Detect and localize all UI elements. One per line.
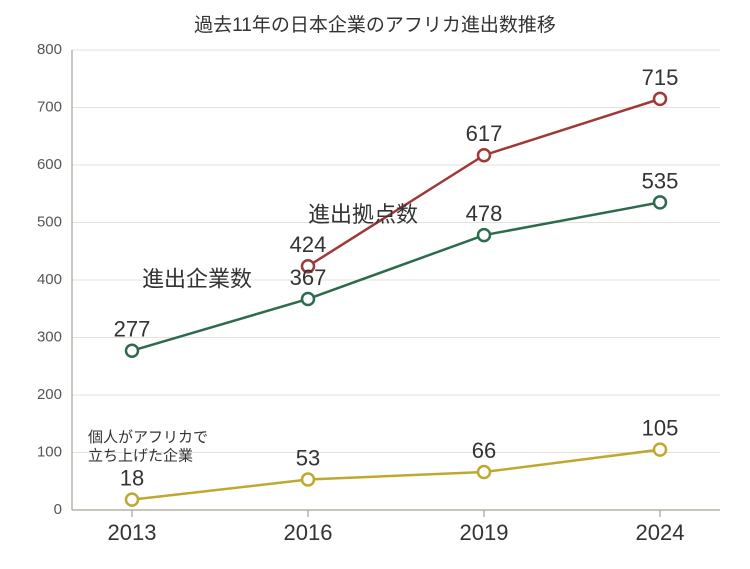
- value-label-individual: 105: [642, 416, 679, 441]
- marker-bases: [478, 149, 490, 161]
- y-axis-label: 800: [37, 41, 62, 58]
- y-axis-label: 100: [37, 443, 62, 460]
- y-axis-label: 200: [37, 386, 62, 403]
- value-label-individual: 53: [296, 446, 320, 471]
- value-label-bases: 424: [290, 232, 327, 257]
- marker-companies: [126, 345, 138, 357]
- series-label-individual: 立ち上げた企業: [88, 447, 193, 465]
- line-chart: 0 100 200 300 400 500 600 700 800 2013 2016 2019 202…: [0, 0, 750, 569]
- chart-container: 過去11年の日本企業のアフリカ進出数推移 0100200300400500600…: [0, 0, 750, 569]
- y-axis-label: 0: [54, 501, 62, 518]
- y-axis-label: 300: [37, 328, 62, 345]
- x-axis-label: 2024: [636, 520, 685, 545]
- marker-companies: [478, 229, 490, 241]
- marker-bases: [654, 93, 666, 105]
- marker-individual: [478, 466, 490, 478]
- series-label-companies: 進出企業数: [142, 267, 252, 292]
- value-label-companies: 367: [290, 265, 327, 290]
- x-axis-label: 2013: [108, 520, 157, 545]
- series-line-individual: [132, 450, 660, 500]
- series-label-bases: 進出拠点数: [308, 202, 418, 227]
- x-axis-label: 2019: [460, 520, 509, 545]
- y-axis-label: 600: [37, 156, 62, 173]
- value-label-bases: 617: [466, 121, 503, 146]
- value-label-companies: 535: [642, 168, 679, 193]
- value-label-companies: 478: [466, 201, 503, 226]
- marker-individual: [302, 474, 314, 486]
- marker-companies: [654, 196, 666, 208]
- value-label-companies: 277: [114, 317, 151, 342]
- series-label-individual: 個人がアフリカで: [88, 429, 208, 446]
- marker-companies: [302, 293, 314, 305]
- marker-individual: [654, 444, 666, 456]
- y-axis-label: 500: [37, 213, 62, 230]
- value-label-individual: 66: [472, 438, 496, 463]
- y-axis-label: 700: [37, 98, 62, 115]
- marker-individual: [126, 494, 138, 506]
- value-label-bases: 715: [642, 65, 679, 90]
- x-axis-label: 2016: [284, 520, 333, 545]
- value-label-individual: 18: [120, 466, 144, 491]
- y-axis-label: 400: [37, 271, 62, 288]
